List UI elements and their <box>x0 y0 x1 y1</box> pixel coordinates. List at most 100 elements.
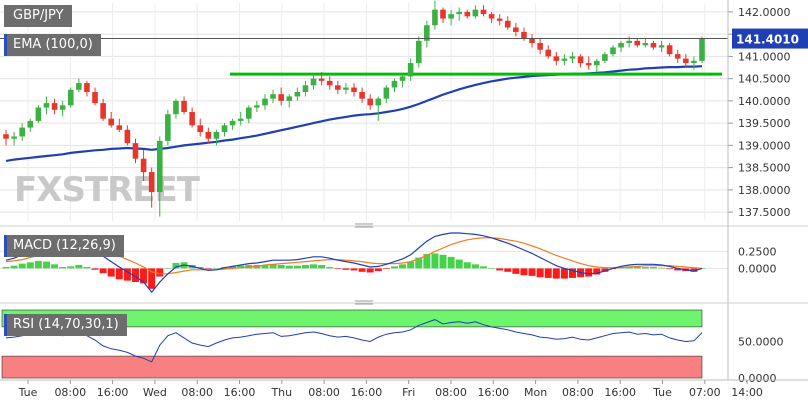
macd-histogram-bar <box>569 268 577 278</box>
macd-histogram-bar <box>2 267 10 269</box>
candle-body <box>221 125 228 133</box>
candle-body <box>205 132 212 139</box>
candle-body <box>11 136 17 139</box>
candle-body <box>699 38 705 61</box>
macd-histogram-bar <box>447 256 455 269</box>
candle-body <box>189 112 195 126</box>
candle-body <box>529 38 535 44</box>
macd-histogram-bar <box>107 268 115 277</box>
candle-body <box>245 107 252 119</box>
macd-histogram-bar <box>407 261 415 269</box>
watermark: FXSTREET <box>14 170 201 210</box>
candle-body <box>76 83 82 90</box>
macd-histogram-bar <box>374 268 382 272</box>
macd-histogram-bar <box>633 266 641 269</box>
macd-histogram-bar <box>59 267 67 269</box>
candle-body <box>270 94 276 99</box>
macd-tick-label: 0.2500 <box>738 245 777 258</box>
macd-histogram-bar <box>269 264 277 269</box>
time-tick-label: 08:00 <box>181 386 213 399</box>
macd-histogram-bar <box>334 268 342 270</box>
candle-body <box>513 27 519 32</box>
candle-body <box>367 98 373 106</box>
time-tick-label: 08:00 <box>308 386 340 399</box>
time-tick-label: Fri <box>402 386 415 399</box>
last-price-badge <box>732 28 808 49</box>
macd-histogram-bar <box>18 263 26 269</box>
macd-histogram-bar <box>91 268 99 270</box>
time-tick-label: 08:00 <box>562 386 594 399</box>
candle-body <box>464 11 471 17</box>
candle-body <box>472 9 479 17</box>
candle-body <box>213 132 220 139</box>
rsi-oversold-band <box>1 355 703 379</box>
macd-histogram-bar <box>34 260 42 269</box>
candle-body <box>375 98 382 106</box>
candle-body <box>391 80 398 88</box>
time-tick-label: Mon <box>524 386 547 399</box>
macd-histogram-bar <box>350 268 358 271</box>
candle-body <box>683 58 689 64</box>
time-tick-label: Tue <box>652 386 672 399</box>
candle-body <box>140 158 147 173</box>
candle-body <box>335 85 341 90</box>
candle-body <box>545 49 552 57</box>
candle-body <box>351 87 357 92</box>
candle-body <box>310 78 317 86</box>
candle-body <box>658 45 665 48</box>
candle-body <box>585 63 592 66</box>
macd-histogram-bar <box>544 268 552 278</box>
macd-histogram-bar <box>131 268 139 282</box>
candle-body <box>254 105 260 108</box>
last-price-label: 141.4010 <box>736 33 799 47</box>
rsi-line <box>5 319 703 363</box>
time-tick-label: 07:00 <box>689 386 721 399</box>
macd-histogram-bar <box>229 266 237 269</box>
macd-histogram-bar <box>342 268 350 270</box>
candle-body <box>286 96 293 101</box>
candle-body <box>650 43 657 48</box>
macd-histogram-bar <box>310 264 318 269</box>
macd-histogram-bar <box>439 254 447 269</box>
macd-histogram-bar <box>196 267 204 269</box>
rsi-tick-label: 0.0000 <box>738 372 777 385</box>
macd-histogram-bar <box>277 265 285 269</box>
macd-histogram-bar <box>285 265 293 269</box>
macd-histogram-bar <box>585 268 593 277</box>
candle-body <box>561 58 568 61</box>
macd-histogram-bar <box>512 268 520 274</box>
candle-body <box>407 63 414 77</box>
candle-body <box>691 60 697 64</box>
macd-histogram-bar <box>67 266 75 269</box>
macd-histogram-bar <box>83 267 91 269</box>
candle-body <box>173 100 179 115</box>
candle-body <box>67 89 74 106</box>
macd-histogram-bar <box>51 264 59 269</box>
candle-body <box>448 14 454 19</box>
time-tick-label: Tue <box>18 386 38 399</box>
candle-body <box>642 43 649 46</box>
candle-body <box>302 85 309 92</box>
candle-body <box>424 25 430 41</box>
macd-histogram-bar <box>641 267 649 269</box>
candle-body <box>51 103 58 110</box>
candle-body <box>504 20 511 28</box>
candle-body <box>496 18 503 21</box>
candle-body <box>229 120 236 126</box>
macd-histogram-bar <box>690 268 698 272</box>
macd-histogram-bar <box>293 265 301 269</box>
macd-histogram-bar <box>237 265 245 269</box>
candle-body <box>537 43 543 50</box>
candle-body <box>553 56 560 61</box>
ema-line <box>5 65 703 162</box>
macd-histogram-bar <box>156 268 164 277</box>
candle-body <box>432 9 438 26</box>
candle-body <box>569 56 576 59</box>
time-tick-label: Wed <box>143 386 167 399</box>
candle-body <box>132 143 139 159</box>
symbol-label: GBP/JPY <box>4 5 72 27</box>
macd-histogram-bar <box>326 267 334 269</box>
macd-histogram-bar <box>164 268 172 269</box>
price-tick-label: 140.5000 <box>738 73 791 86</box>
candle-body <box>92 91 98 104</box>
